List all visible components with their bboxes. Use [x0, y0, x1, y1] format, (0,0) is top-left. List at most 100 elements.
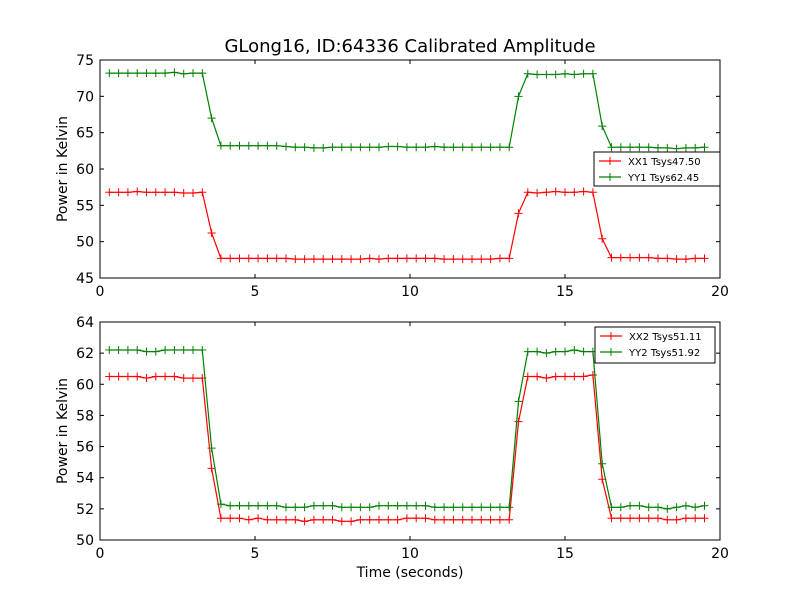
- data-point: [533, 372, 542, 381]
- data-point: [179, 374, 188, 383]
- data-point: [244, 501, 253, 510]
- data-point: [142, 347, 151, 356]
- y-tick-label: 58: [76, 408, 94, 424]
- data-point: [151, 188, 160, 197]
- data-point: [356, 515, 365, 524]
- data-point: [626, 501, 635, 510]
- data-point: [133, 372, 142, 381]
- data-point: [198, 69, 207, 78]
- legend-label: YY1 Tsys62.45: [627, 173, 699, 184]
- data-point: [207, 464, 216, 473]
- legend-label: XX1 Tsys47.50: [628, 157, 701, 168]
- data-point: [626, 253, 635, 262]
- data-point: [449, 515, 458, 524]
- data-point: [626, 143, 635, 152]
- data-point: [151, 372, 160, 381]
- data-point: [542, 188, 551, 197]
- data-point: [421, 143, 430, 152]
- data-point: [672, 503, 681, 512]
- data-point: [449, 143, 458, 152]
- data-point: [244, 141, 253, 150]
- data-point: [375, 515, 383, 524]
- data-point: [654, 254, 662, 263]
- data-point: [644, 143, 653, 152]
- data-point: [356, 255, 365, 264]
- data-point: [123, 346, 132, 355]
- data-point: [272, 515, 281, 524]
- data-point: [235, 254, 244, 263]
- y-tick-label: 50: [76, 235, 94, 251]
- chart-title: GLong16, ID:64336 Calibrated Amplitude: [224, 36, 595, 57]
- data-point: [477, 503, 486, 512]
- series-markers-2: [105, 68, 709, 153]
- data-point: [114, 346, 123, 355]
- data-point: [300, 517, 309, 526]
- data-point: [263, 254, 272, 263]
- data-point: [412, 254, 421, 263]
- legend: XX1 Tsys47.50 YY1 Tsys62.45: [593, 151, 721, 187]
- data-point: [170, 188, 179, 197]
- data-point: [142, 374, 151, 383]
- x-tick-label: 20: [711, 546, 729, 562]
- data-point: [133, 187, 142, 196]
- data-point: [412, 143, 421, 152]
- data-point: [272, 141, 281, 150]
- data-point: [142, 188, 151, 197]
- data-point: [365, 515, 374, 524]
- data-point: [579, 347, 588, 356]
- data-point: [551, 347, 560, 356]
- data-point: [328, 143, 337, 152]
- data-point: [291, 143, 300, 152]
- data-point: [337, 517, 346, 526]
- legend-box: [594, 326, 716, 364]
- data-point: [505, 515, 514, 524]
- data-point: [402, 143, 411, 152]
- data-point: [607, 503, 616, 512]
- data-point: [198, 346, 207, 355]
- data-point: [561, 347, 569, 356]
- data-point: [421, 254, 430, 263]
- data-point: [616, 514, 625, 523]
- data-point: [337, 503, 346, 512]
- data-point: [607, 514, 616, 523]
- legend-marker: [607, 332, 615, 340]
- data-point: [486, 503, 495, 512]
- data-point: [495, 143, 504, 152]
- x-axis-label: Time (seconds): [356, 565, 464, 581]
- data-point: [468, 515, 476, 524]
- y-tick-label: 70: [76, 89, 94, 105]
- data-point: [486, 515, 495, 524]
- data-point: [151, 347, 160, 356]
- data-point: [598, 234, 607, 243]
- data-point: [309, 515, 318, 524]
- data-point: [161, 188, 170, 197]
- data-point: [523, 347, 532, 356]
- data-point: [440, 503, 449, 512]
- data-point: [635, 253, 644, 262]
- data-point: [105, 372, 114, 381]
- data-point: [644, 253, 653, 262]
- y-axis-label: Power in Kelvin: [55, 116, 71, 222]
- data-point: [384, 254, 393, 263]
- x-tick-label: 20: [711, 284, 729, 300]
- data-point: [579, 69, 588, 78]
- data-point: [495, 503, 504, 512]
- data-point: [272, 254, 281, 263]
- x-tick-label: 15: [556, 284, 574, 300]
- data-point: [272, 501, 281, 510]
- data-point: [523, 372, 532, 381]
- legend-marker: [606, 173, 614, 181]
- data-point: [365, 254, 374, 263]
- data-point: [216, 254, 225, 263]
- data-point: [105, 188, 114, 197]
- data-point: [514, 209, 523, 218]
- data-point: [542, 374, 551, 383]
- y-tick-label: 45: [76, 271, 94, 287]
- data-point: [430, 254, 439, 263]
- data-point: [254, 501, 263, 510]
- data-point: [700, 254, 709, 263]
- data-point: [347, 255, 356, 264]
- data-point: [235, 514, 244, 523]
- data-point: [551, 187, 560, 196]
- y-tick-label: 65: [76, 126, 94, 142]
